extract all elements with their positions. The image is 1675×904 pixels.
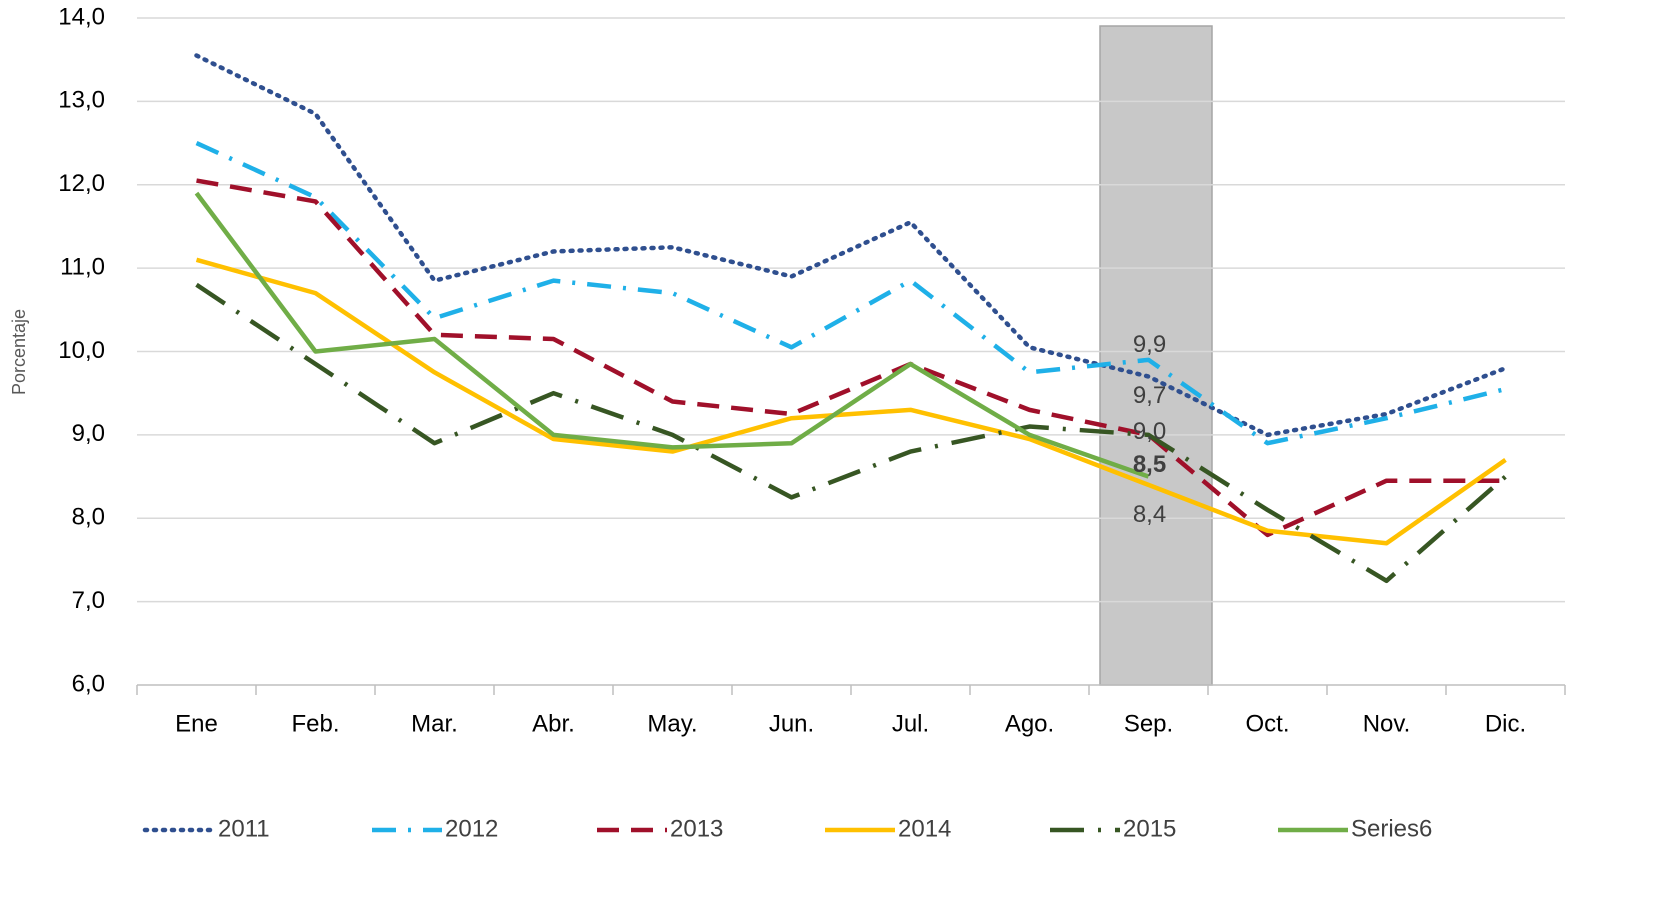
y-tick-label: 8,0 [72,504,105,531]
legend-label: 2012 [445,815,498,842]
x-tick-label: Jun. [769,710,814,737]
data-label: 9,7 [1133,382,1166,409]
legend-label: 2013 [670,815,723,842]
legend-label: Series6 [1351,815,1432,842]
x-tick-label: Nov. [1363,710,1411,737]
data-label: 9,0 [1133,418,1166,445]
x-tick-label: May. [647,710,697,737]
data-label: 8,5 [1133,451,1166,478]
highlight-box [1099,25,1213,686]
y-tick-label: 9,0 [72,420,105,447]
series-line [194,191,1150,479]
legend-label: 2015 [1123,815,1176,842]
y-tick-label: 12,0 [58,170,105,197]
series-line [195,282,1507,584]
x-tick-label: Ago. [1005,710,1054,737]
x-tick-label: Ene [175,710,218,737]
y-tick-label: 7,0 [72,587,105,614]
legend-label: 2011 [218,815,270,842]
series-line [194,53,1508,438]
legend-label: 2014 [898,815,951,842]
x-tick-label: Oct. [1245,710,1289,737]
y-axis-label: Porcentaje [9,309,29,395]
x-tick-label: Abr. [532,710,575,737]
data-label: 9,9 [1133,331,1166,358]
x-tick-label: Jul. [892,710,929,737]
x-tick-label: Dic. [1485,710,1526,737]
x-tick-label: Feb. [291,710,339,737]
series-line [196,178,1506,538]
data-label: 8,4 [1133,501,1166,528]
x-tick-label: Sep. [1124,710,1173,737]
y-tick-label: 13,0 [58,87,105,114]
y-tick-label: 10,0 [58,337,105,364]
y-tick-label: 11,0 [60,253,105,280]
y-tick-label: 6,0 [72,670,105,697]
series-line [195,257,1507,546]
x-tick-label: Mar. [411,710,458,737]
y-tick-label: 14,0 [58,3,105,30]
series-line [195,141,1507,446]
